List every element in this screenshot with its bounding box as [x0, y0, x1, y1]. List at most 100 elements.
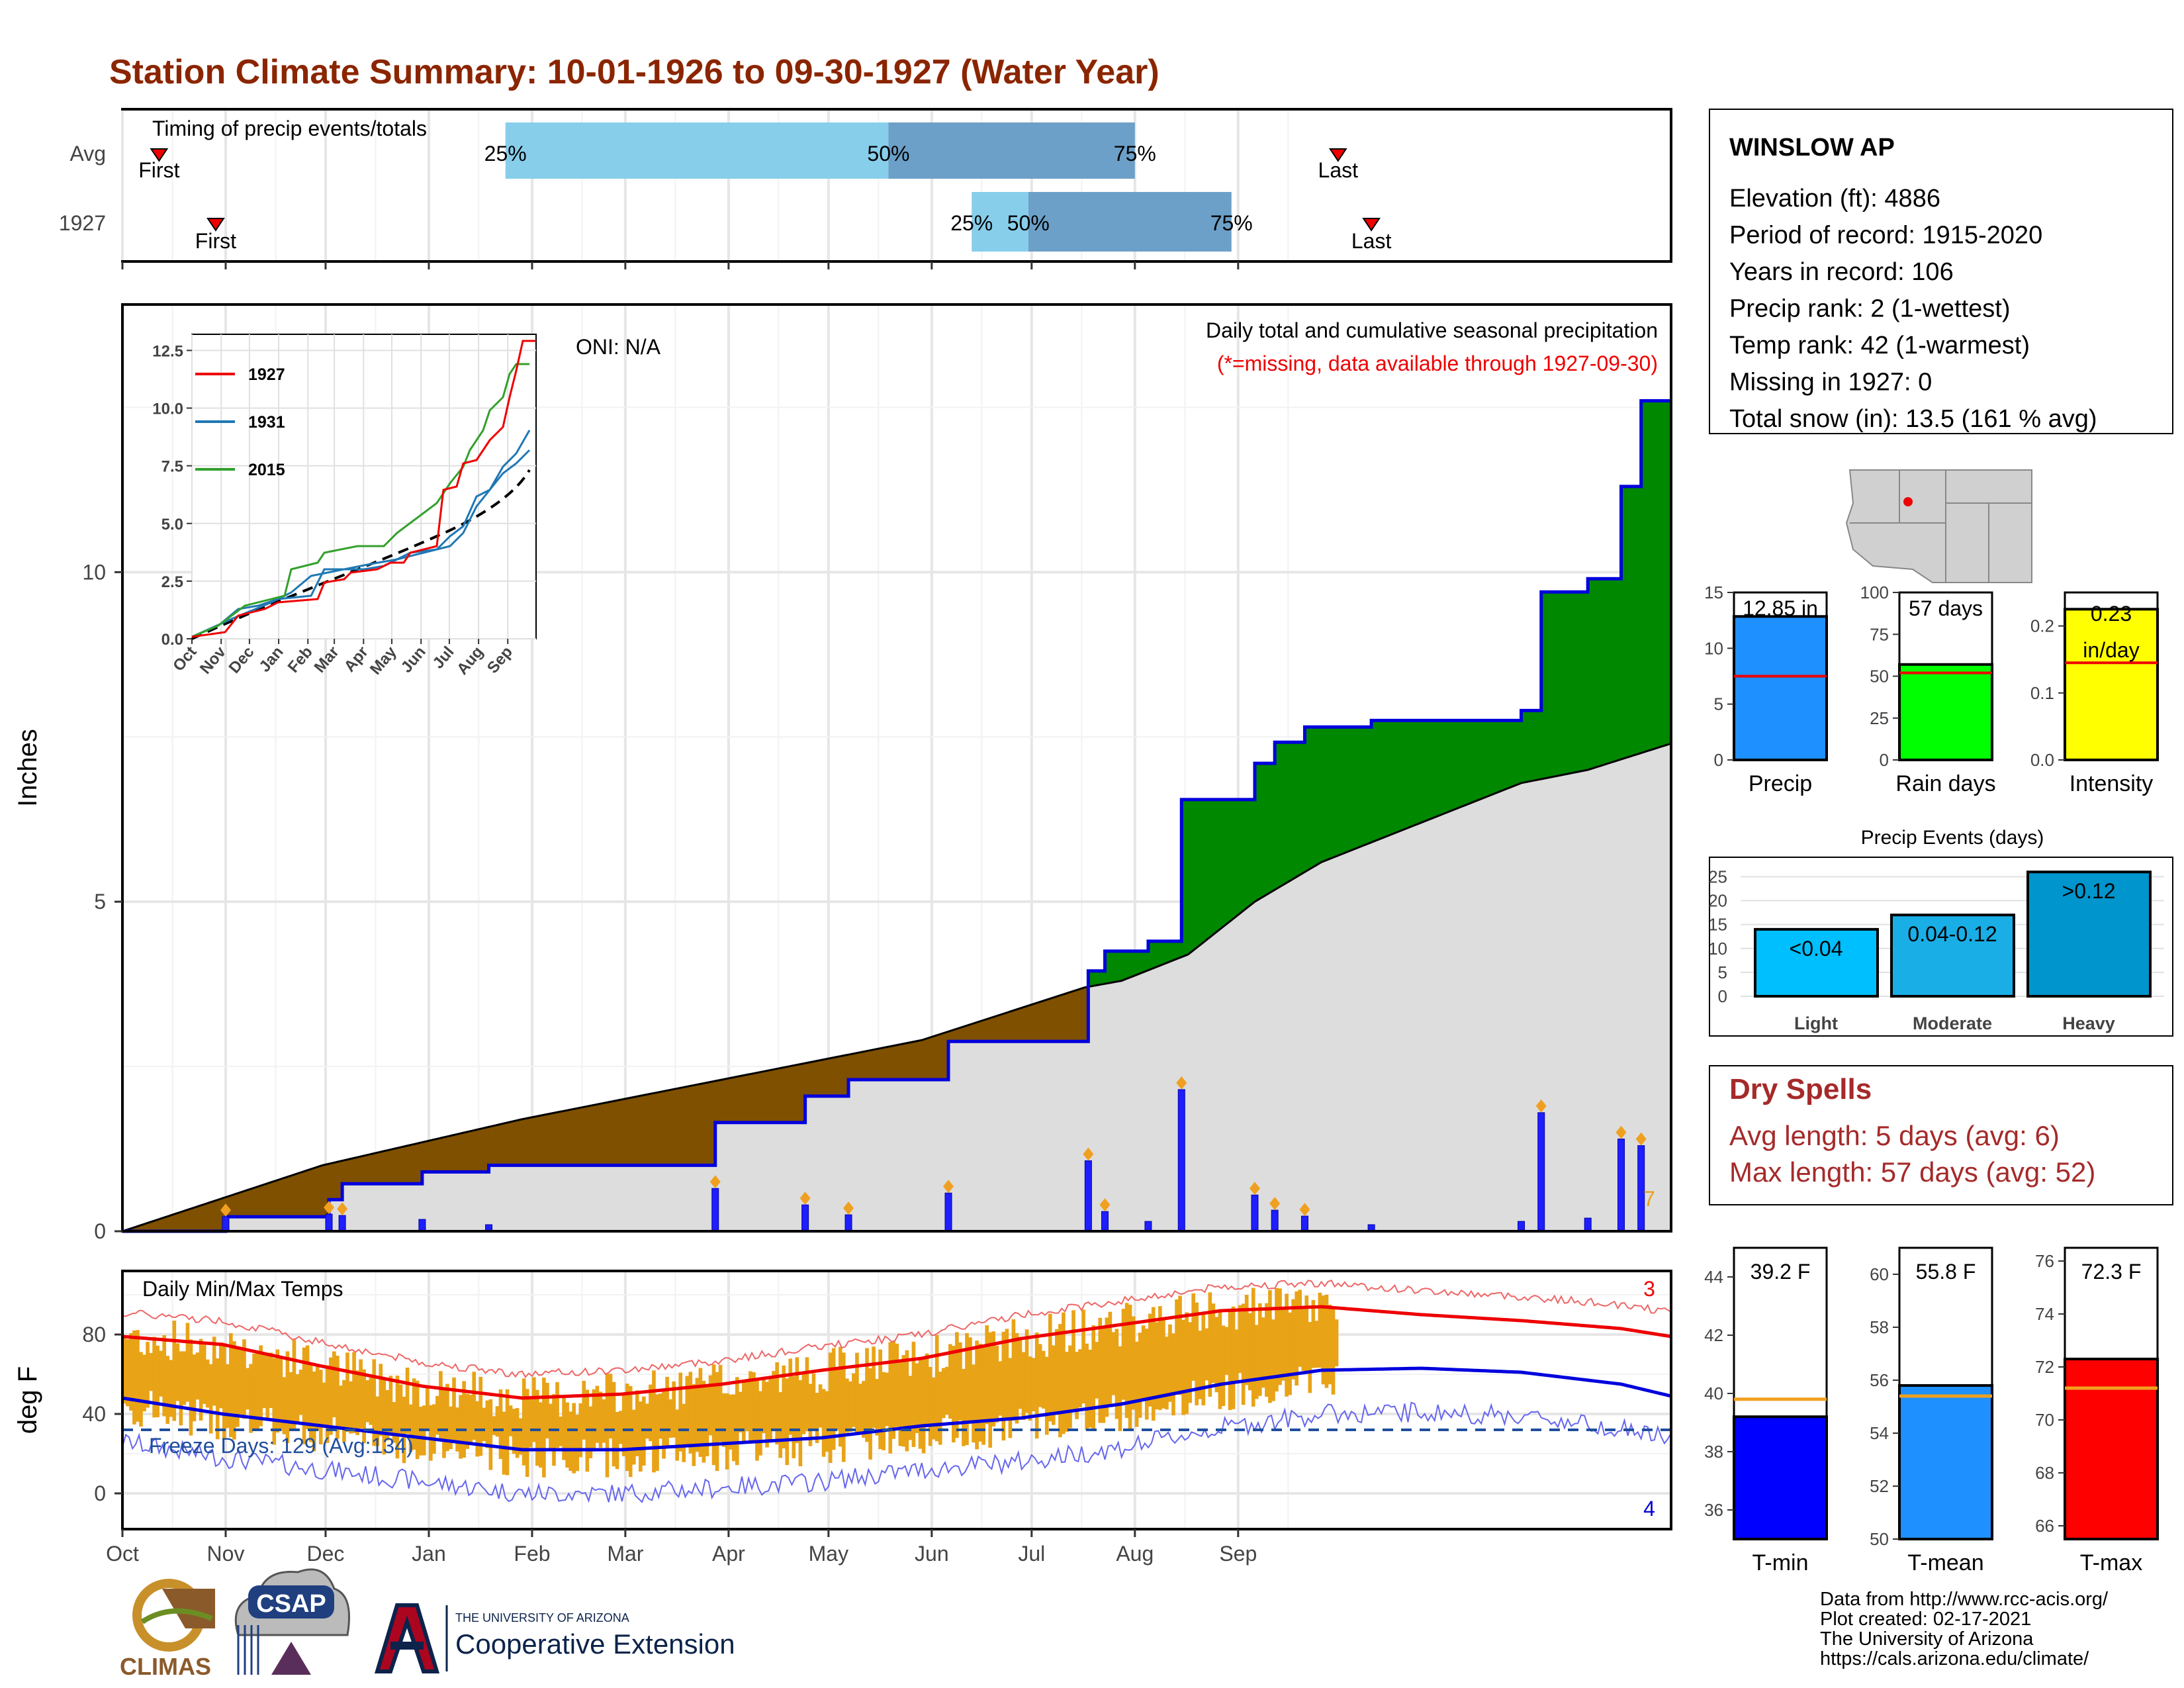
daily-temp-bar	[755, 1378, 759, 1461]
map-region-shape	[1845, 469, 2032, 583]
heavy-event-marker	[1269, 1197, 1281, 1211]
month-label: Jul	[1018, 1542, 1045, 1566]
daily-temp-bar	[488, 1399, 493, 1470]
daily-temp-bar	[705, 1386, 709, 1456]
daily-temp-bar	[665, 1376, 669, 1448]
daily-temp-bar	[478, 1376, 483, 1456]
avg-quartile-bar-2	[888, 122, 1135, 179]
summary-bar-name: Rain days	[1895, 771, 1995, 796]
daily-temp-bar	[649, 1384, 653, 1442]
inset-y-tick-label: 5.0	[161, 516, 183, 534]
avg-p50-label: 50%	[867, 142, 909, 165]
summary-bar-tick-label: 0	[1880, 750, 1889, 770]
daily-temp-bar	[711, 1364, 716, 1466]
daily-temp-bar	[612, 1382, 616, 1467]
daily-temp-bar	[695, 1378, 700, 1452]
precip-panel: Daily total and cumulative seasonal prec…	[13, 303, 1672, 1243]
daily-temp-bar	[1308, 1322, 1312, 1393]
daily-temp-bar	[808, 1383, 813, 1446]
precip-count-label: 7	[1643, 1187, 1655, 1211]
event-bar-label: 0.04-0.12	[1907, 922, 1997, 946]
daily-temp-bar	[522, 1378, 526, 1466]
daily-temp-bar	[1231, 1306, 1236, 1409]
daily-temp-bar	[1168, 1324, 1172, 1402]
above-average-area	[122, 400, 1671, 1231]
daily-temp-bar	[698, 1368, 703, 1457]
daily-temp-bar	[885, 1372, 889, 1427]
daily-temp-bar	[379, 1364, 383, 1436]
daily-temp-bar	[312, 1371, 316, 1452]
temp-bar-name: T-min	[1752, 1550, 1809, 1575]
daily-temp-bar	[508, 1405, 513, 1436]
daily-temp-bar	[788, 1358, 793, 1435]
temp-y-axis: 0 40 80	[82, 1323, 122, 1505]
daily-temp-bar	[631, 1409, 636, 1465]
daily-temp-bar	[439, 1371, 443, 1441]
daily-temp-bar	[136, 1330, 140, 1422]
daily-temp-bar	[336, 1356, 340, 1439]
daily-precip-bar	[944, 1192, 952, 1232]
daily-temp-bar	[1105, 1317, 1109, 1417]
daily-temp-bar	[1001, 1331, 1006, 1441]
daily-temp-bar	[768, 1378, 772, 1443]
daily-temp-bar	[1065, 1352, 1069, 1432]
daily-temp-bar	[175, 1343, 180, 1401]
average-min-line	[122, 1366, 1672, 1452]
daily-temp-bar	[215, 1358, 220, 1440]
daily-temp-bar	[868, 1368, 872, 1460]
daily-temp-bar	[495, 1406, 500, 1437]
daily-temp-bar	[152, 1336, 156, 1418]
daily-temp-bar	[941, 1368, 946, 1419]
daily-temp-bar	[355, 1370, 359, 1435]
daily-temp-bar	[1148, 1313, 1152, 1407]
daily-temp-bar	[212, 1336, 216, 1406]
timing-label: Timing of precip events/totals	[152, 117, 427, 140]
oni-label: ONI: N/A	[576, 335, 661, 359]
daily-temp-bar	[1005, 1329, 1009, 1418]
daily-temp-bar	[1328, 1304, 1332, 1385]
events-tick-label: 20	[1708, 891, 1727, 911]
daily-temp-bar	[1038, 1344, 1042, 1407]
daily-precip-bar	[1101, 1211, 1109, 1232]
daily-temp-bar	[345, 1352, 349, 1432]
summary-bar-value: 0.23	[2091, 602, 2132, 626]
daily-temp-bar	[762, 1378, 766, 1434]
daily-temp-bar	[195, 1352, 200, 1400]
daily-temp-bar	[988, 1332, 993, 1448]
month-label: Apr	[712, 1542, 745, 1566]
daily-temp-bar	[639, 1401, 643, 1472]
summary-bar-tick-label: 0.0	[2030, 750, 2054, 770]
event-bar	[1890, 914, 2015, 998]
station-info-line: Missing in 1927: 0	[1729, 369, 1932, 397]
daily-precip-bar	[1251, 1194, 1259, 1232]
daily-temp-bar	[315, 1366, 320, 1431]
heavy-event-marker	[1299, 1203, 1310, 1217]
daily-temp-bar	[602, 1399, 606, 1443]
credit-line-2: Plot created: 02-17-2021	[1820, 1609, 2031, 1630]
summary-bar-value: 12.85 in	[1743, 596, 1818, 620]
daily-temp-bar	[122, 1336, 126, 1404]
daily-temp-bar	[1155, 1322, 1159, 1410]
daily-temp-bar	[1198, 1331, 1203, 1399]
event-bar-name: Heavy	[2062, 1013, 2115, 1033]
locator-map	[1837, 463, 2035, 586]
daily-temp-bar	[482, 1407, 486, 1442]
daily-temp-bar	[1238, 1305, 1242, 1374]
temp-bar-tick-label: 42	[1704, 1325, 1723, 1345]
daily-temp-bar	[918, 1358, 923, 1449]
precip-caption: Daily total and cumulative seasonal prec…	[1206, 318, 1658, 342]
daily-temp-bar	[835, 1367, 839, 1430]
daily-temp-bar	[459, 1395, 463, 1459]
daily-temp-bar	[142, 1354, 146, 1412]
year-quartile-bar-2	[1028, 192, 1232, 252]
heavy-event-marker	[324, 1201, 334, 1215]
year-quartile-bar-1	[972, 192, 1028, 252]
daily-temp-bar	[1191, 1293, 1195, 1381]
daily-temp-bar	[1101, 1327, 1106, 1423]
station-info-lines: Elevation (ft): 4886 Period of record: 19…	[1729, 185, 2097, 433]
timing-row-year-name: 1927	[59, 211, 106, 235]
daily-temp-bar	[944, 1366, 949, 1415]
daily-temp-bar	[1124, 1303, 1129, 1419]
daily-precip-bar	[325, 1213, 333, 1232]
station-location-dot	[1903, 497, 1913, 506]
